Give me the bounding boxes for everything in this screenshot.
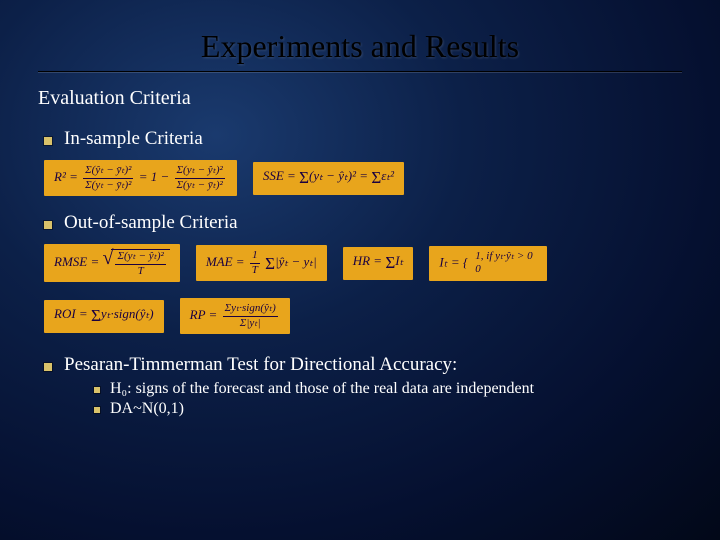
title-rule: [38, 71, 682, 73]
bullet-text: Out-of-sample Criteria: [64, 212, 238, 233]
bullet-text: Pesaran-Timmerman Test for Directional A…: [64, 354, 457, 375]
formula-rmse: RMSE = Σ(yₜ − ŷₜ)²T: [44, 244, 180, 282]
formula-rp: RP = Σyₜ·sign(ŷₜ)Σ|yₜ|: [180, 298, 290, 334]
sub-bullet-list: H₀: signs of the forecast and those of t…: [90, 380, 682, 418]
slide-title: Experiments and Results: [38, 28, 682, 65]
formula-sse: SSE = Σ(yₜ − ŷₜ)² = Σεₜ²: [253, 162, 404, 195]
formula-r-squared: R² = Σ(ŷₜ − ȳₜ)²Σ(yₜ − ȳₜ)² = 1 − Σ(yₜ −…: [44, 160, 237, 196]
bullet-in-sample: In-sample Criteria: [38, 128, 682, 150]
formula-roi: ROI = Σyₜ·sign(ŷₜ): [44, 300, 164, 333]
formula-mae: MAE = 1T Σ|ŷₜ − yₜ|: [196, 245, 327, 281]
bullet-out-of-sample: Out-of-sample Criteria: [38, 212, 682, 234]
bullet-pesaran: Pesaran-Timmerman Test for Directional A…: [38, 354, 682, 418]
in-sample-formula-row: R² = Σ(ŷₜ − ȳₜ)²Σ(yₜ − ȳₜ)² = 1 − Σ(yₜ −…: [44, 160, 682, 196]
formula-hr: HR = ΣIₜ: [343, 247, 414, 280]
slide-container: Experiments and Results Evaluation Crite…: [0, 0, 720, 540]
slide-subtitle: Evaluation Criteria: [38, 87, 682, 110]
sub-bullet-da: DA~N(0,1): [90, 400, 682, 418]
bullet-text: In-sample Criteria: [64, 128, 203, 149]
formula-it: Iₜ = { 1, if yₜ·ŷₜ > 00: [429, 246, 546, 281]
bullet-list: In-sample Criteria R² = Σ(ŷₜ − ȳₜ)²Σ(yₜ …: [38, 128, 682, 418]
sub-bullet-h0: H₀: signs of the forecast and those of t…: [90, 380, 682, 398]
out-of-sample-formula-row-1: RMSE = Σ(yₜ − ŷₜ)²T MAE = 1T Σ|ŷₜ − yₜ| …: [44, 244, 682, 334]
